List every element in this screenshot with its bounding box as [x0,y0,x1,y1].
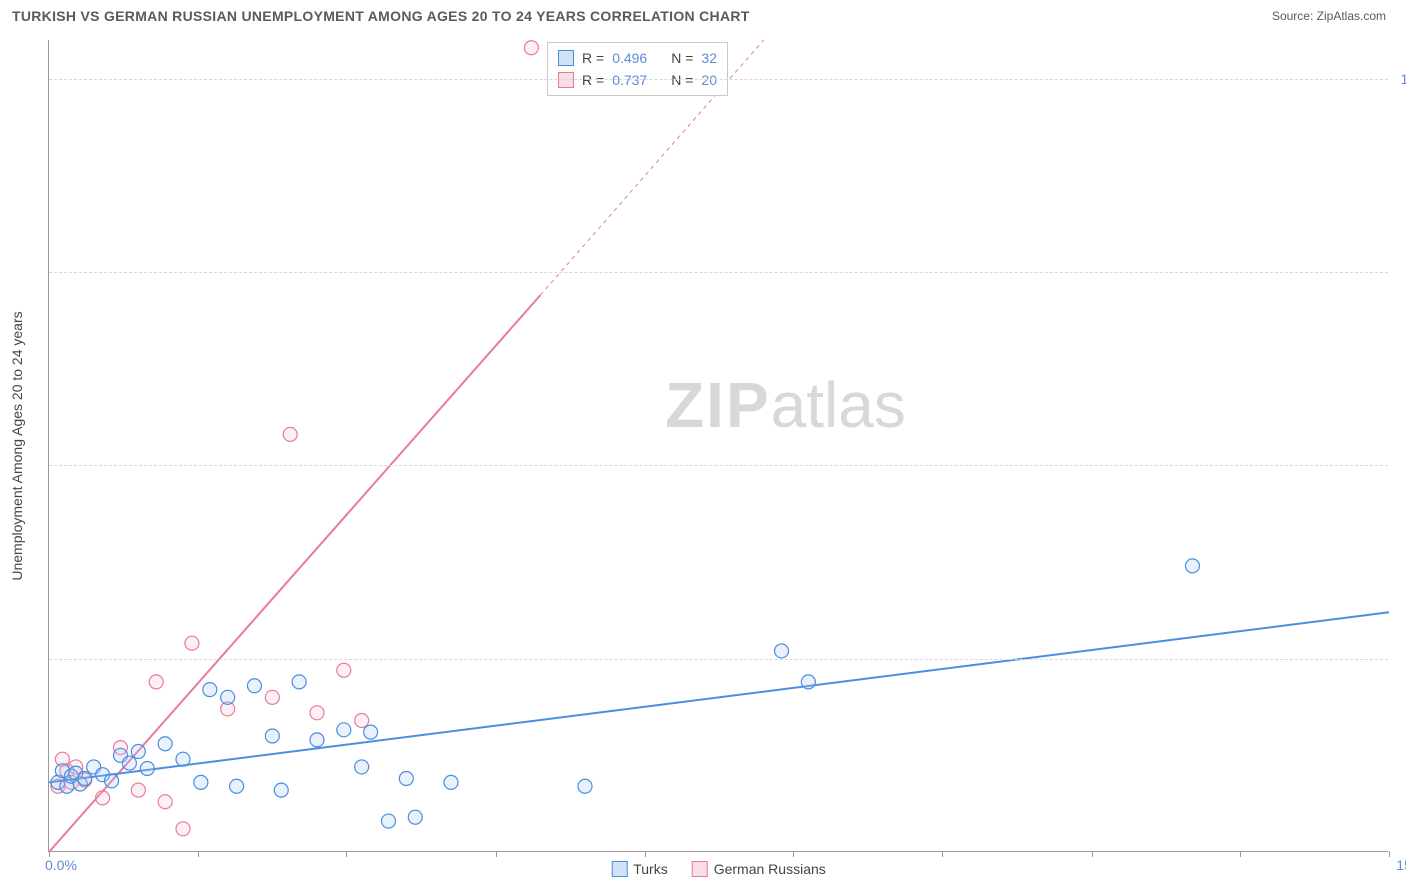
x-tick [942,851,943,857]
turks-point [140,761,154,775]
x-tick [793,851,794,857]
n-value: 32 [701,47,717,69]
legend-item: German Russians [692,861,826,877]
turks-point [78,772,92,786]
legend-item: Turks [611,861,667,877]
german-russians-point [310,706,324,720]
r-label: R = [582,47,604,69]
x-tick [1389,851,1390,857]
r-value: 0.737 [612,69,647,91]
german-russians-point [337,663,351,677]
n-label: N = [671,47,693,69]
x-tick [49,851,50,857]
legend-label: Turks [633,861,667,877]
x-tick [346,851,347,857]
turks-point [203,683,217,697]
n-label: N = [671,69,693,91]
gridline [49,272,1388,273]
source-label: Source: ZipAtlas.com [1272,9,1386,23]
gridline [49,465,1388,466]
turks-point [399,772,413,786]
y-tick-label: 25.0% [1394,651,1406,667]
turks-point [105,774,119,788]
r-label: R = [582,69,604,91]
turks-point [801,675,815,689]
scatter-plot-svg [49,40,1388,851]
turks-trend-line [49,612,1389,782]
turks-point [194,775,208,789]
german_russians-swatch-icon [558,72,574,88]
y-tick-label: 75.0% [1394,264,1406,280]
german-russians-point [149,675,163,689]
german-russians-point [176,822,190,836]
german-russians-point [355,714,369,728]
r-value: 0.496 [612,47,647,69]
turks-point [310,733,324,747]
turks-point [355,760,369,774]
turks-point [247,679,261,693]
turks-point [381,814,395,828]
turks-point [444,775,458,789]
chart-title: TURKISH VS GERMAN RUSSIAN UNEMPLOYMENT A… [12,8,750,24]
turks-point [176,752,190,766]
turks-point [131,744,145,758]
german-russians-point [283,427,297,441]
x-max-label: 15.0% [1396,857,1406,873]
german-russians-point [185,636,199,650]
header: TURKISH VS GERMAN RUSSIAN UNEMPLOYMENT A… [0,0,1406,32]
turks-point [337,723,351,737]
turks-point [292,675,306,689]
x-tick [1092,851,1093,857]
turks-point [578,779,592,793]
german-russians-point [265,690,279,704]
stats-legend-box: R = 0.496 N = 32 R = 0.737 N = 20 [547,42,728,96]
turks-point [265,729,279,743]
x-tick [1240,851,1241,857]
turks-point [230,779,244,793]
turks-point [221,690,235,704]
turks-point [1185,559,1199,573]
german-russians-point [524,41,538,55]
german-russians-point [96,791,110,805]
turks-point [775,644,789,658]
gridline [49,79,1388,80]
turks-point [122,756,136,770]
bottom-legend: Turks German Russians [611,861,826,877]
german-russians-point [158,795,172,809]
y-tick-label: 50.0% [1394,457,1406,473]
y-tick-label: 100.0% [1394,71,1406,87]
german_russians-swatch-icon [692,861,708,877]
turks-swatch-icon [611,861,627,877]
gridline [49,659,1388,660]
x-tick [496,851,497,857]
legend-label: German Russians [714,861,826,877]
y-axis-title: Unemployment Among Ages 20 to 24 years [9,311,25,580]
turks-point [274,783,288,797]
stats-row: R = 0.496 N = 32 [558,47,717,69]
x-tick [198,851,199,857]
turks-point [158,737,172,751]
x-origin-label: 0.0% [45,857,77,873]
turks-point [364,725,378,739]
german-russians-point [131,783,145,797]
stats-row: R = 0.737 N = 20 [558,69,717,91]
turks-swatch-icon [558,50,574,66]
chart-plot-area: ZIPatlas Unemployment Among Ages 20 to 2… [48,40,1388,852]
german-russians-trend-line [49,295,540,852]
turks-point [408,810,422,824]
x-tick [645,851,646,857]
n-value: 20 [701,69,717,91]
